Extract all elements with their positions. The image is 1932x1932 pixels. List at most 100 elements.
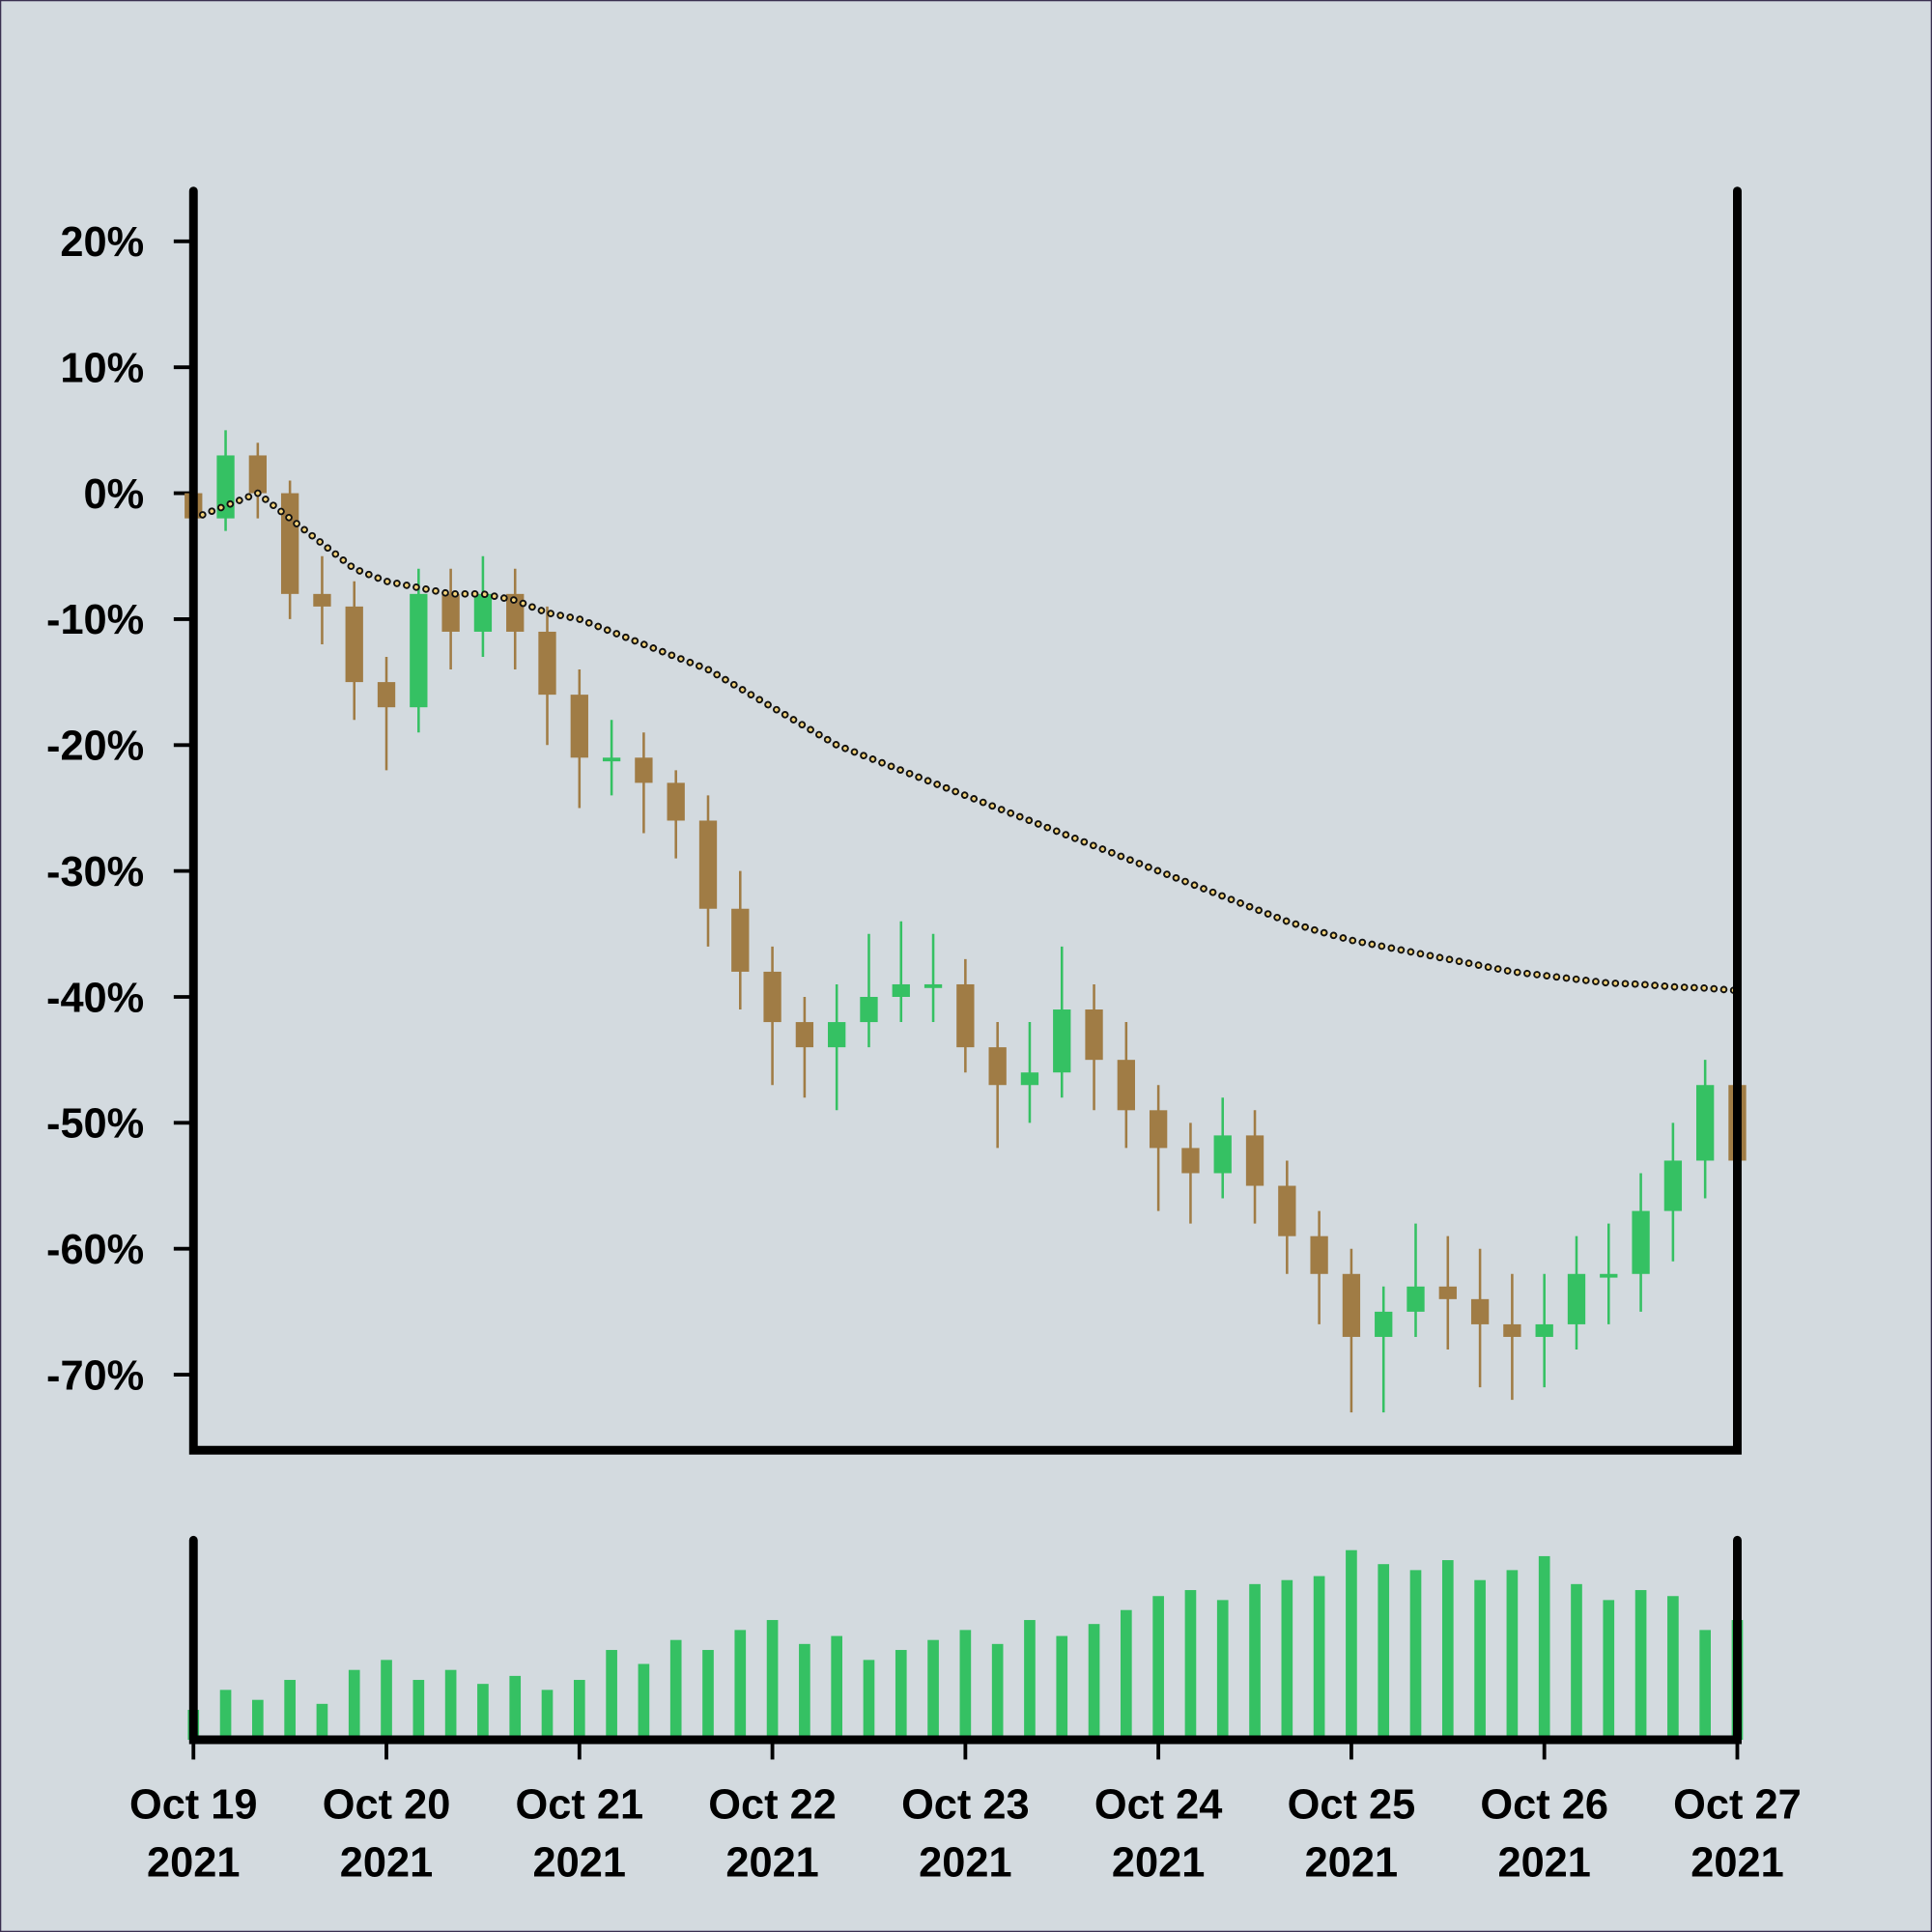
volume-bar bbox=[444, 1669, 457, 1741]
volume-bar bbox=[702, 1650, 714, 1741]
candle-body bbox=[1632, 1210, 1650, 1274]
candle-body bbox=[635, 757, 653, 783]
volume-bar bbox=[895, 1650, 907, 1741]
volume-bar bbox=[1056, 1635, 1068, 1741]
candle-body bbox=[1406, 1286, 1425, 1312]
x-tick-label: Oct 24 bbox=[1094, 1782, 1223, 1829]
axis-frame bbox=[188, 1535, 1742, 1745]
volume-bar bbox=[1346, 1549, 1357, 1741]
x-tick-label: Oct 23 bbox=[901, 1782, 1030, 1829]
y-tick-label: -60% bbox=[46, 1227, 144, 1273]
volume-bar bbox=[412, 1680, 425, 1741]
candle-body bbox=[1085, 1009, 1103, 1061]
y-tick-label: -50% bbox=[46, 1101, 144, 1148]
candle-body bbox=[1278, 1185, 1296, 1236]
y-tick-label: -30% bbox=[46, 849, 144, 895]
moving-average bbox=[191, 491, 1740, 993]
x-tick-label: 2021 bbox=[147, 1840, 240, 1887]
candle-body bbox=[313, 593, 331, 607]
x-tick-label: Oct 27 bbox=[1673, 1782, 1802, 1829]
volume-bar bbox=[1409, 1570, 1422, 1741]
candle-body bbox=[923, 983, 943, 988]
candle-body bbox=[860, 996, 878, 1023]
x-tick-label: Oct 21 bbox=[516, 1782, 644, 1829]
x-tick-label: 2021 bbox=[725, 1840, 818, 1887]
volume-bar bbox=[1024, 1620, 1036, 1741]
x-tick-label: Oct 19 bbox=[129, 1782, 258, 1829]
candle-body bbox=[1663, 1160, 1683, 1211]
y-tick-label: -70% bbox=[46, 1352, 144, 1399]
volume-bar bbox=[1313, 1576, 1325, 1741]
x-tick-label: Oct 26 bbox=[1480, 1782, 1608, 1829]
x-tick-label: 2021 bbox=[340, 1840, 433, 1887]
candle-body bbox=[1535, 1323, 1553, 1337]
volume-bar bbox=[1474, 1579, 1486, 1741]
volume-bar bbox=[252, 1699, 264, 1741]
candle-body bbox=[1567, 1273, 1586, 1324]
candle-body bbox=[763, 971, 781, 1023]
candle-body bbox=[1053, 1009, 1071, 1073]
candle-body bbox=[1117, 1060, 1135, 1111]
volume-bar bbox=[863, 1660, 875, 1741]
volume-bar bbox=[1184, 1590, 1197, 1741]
x-tick-label: Oct 22 bbox=[708, 1782, 837, 1829]
volume-bar bbox=[669, 1639, 682, 1741]
candle-body bbox=[570, 695, 588, 758]
candle-body bbox=[1503, 1323, 1521, 1337]
candle-body bbox=[538, 631, 556, 696]
volume-bar bbox=[1216, 1600, 1229, 1741]
candle-body bbox=[1600, 1273, 1618, 1278]
volume-bar bbox=[219, 1690, 232, 1741]
x-tick-label: 2021 bbox=[1497, 1840, 1590, 1887]
candle-body bbox=[1438, 1286, 1457, 1299]
candle-body bbox=[667, 782, 685, 821]
candle-body bbox=[410, 593, 428, 708]
volume-bar bbox=[541, 1690, 554, 1741]
volume-bar bbox=[1121, 1609, 1132, 1741]
volume-bar bbox=[316, 1703, 328, 1741]
volume-bar bbox=[1699, 1630, 1711, 1741]
volume-bar bbox=[1667, 1596, 1679, 1741]
volume-bar bbox=[1152, 1596, 1164, 1741]
y-tick-label: 0% bbox=[84, 471, 145, 518]
candle-body bbox=[441, 593, 460, 632]
y-tick-label: -40% bbox=[46, 975, 144, 1021]
volume-bar bbox=[1506, 1570, 1519, 1741]
x-tick-label: 2021 bbox=[1690, 1840, 1783, 1887]
volume-bar bbox=[638, 1663, 650, 1741]
candle-body bbox=[377, 682, 396, 708]
y-tick-label: 20% bbox=[60, 219, 144, 266]
y-tick-label: -10% bbox=[46, 597, 144, 643]
volume-bar bbox=[991, 1643, 1004, 1741]
volume-bar bbox=[959, 1630, 972, 1741]
candle-body bbox=[1375, 1311, 1393, 1337]
candle-body bbox=[1696, 1085, 1715, 1161]
candle-body bbox=[1020, 1072, 1039, 1086]
volume-bar bbox=[606, 1650, 617, 1741]
candle-body bbox=[1342, 1273, 1361, 1337]
candle-body bbox=[1310, 1236, 1328, 1274]
candle-body bbox=[1470, 1298, 1490, 1324]
candle-body bbox=[731, 908, 750, 972]
x-tick-label: 2021 bbox=[1305, 1840, 1398, 1887]
volume-bar bbox=[477, 1684, 489, 1741]
candle-body bbox=[1245, 1135, 1264, 1186]
volume-bar bbox=[1571, 1583, 1582, 1741]
candle-body bbox=[345, 606, 363, 683]
candle-body bbox=[988, 1047, 1007, 1086]
volume-bar bbox=[509, 1675, 522, 1741]
volume-bar bbox=[831, 1635, 842, 1741]
volume-bar bbox=[573, 1680, 585, 1741]
y-tick-label: 10% bbox=[60, 346, 144, 392]
candle-body bbox=[956, 983, 975, 1048]
candle-body bbox=[1213, 1135, 1232, 1174]
x-tick-label: Oct 20 bbox=[323, 1782, 451, 1829]
volume-bar bbox=[1603, 1600, 1615, 1741]
volume-bar bbox=[1088, 1624, 1100, 1741]
volume-bar bbox=[1441, 1560, 1454, 1741]
volume-bar bbox=[1378, 1564, 1390, 1741]
candle-body bbox=[892, 983, 910, 997]
volume-bar bbox=[1634, 1590, 1647, 1741]
